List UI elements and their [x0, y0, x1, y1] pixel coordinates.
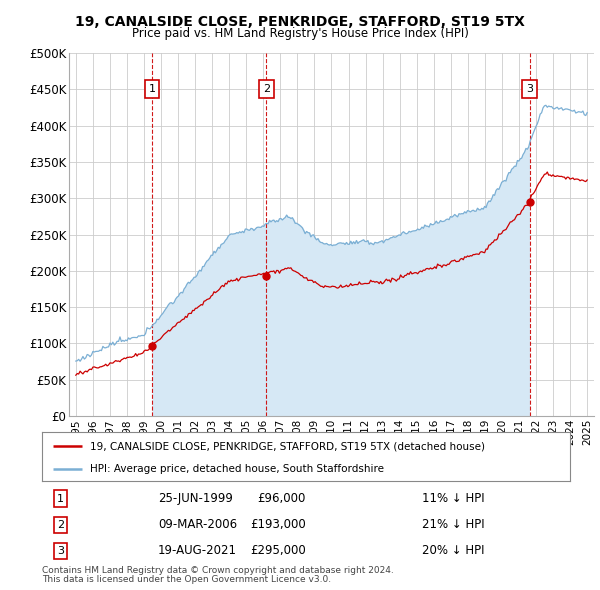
Text: 2: 2 — [263, 84, 270, 94]
Text: 3: 3 — [57, 546, 64, 556]
Text: 20% ↓ HPI: 20% ↓ HPI — [422, 545, 485, 558]
Text: Price paid vs. HM Land Registry's House Price Index (HPI): Price paid vs. HM Land Registry's House … — [131, 27, 469, 40]
Text: 19, CANALSIDE CLOSE, PENKRIDGE, STAFFORD, ST19 5TX (detached house): 19, CANALSIDE CLOSE, PENKRIDGE, STAFFORD… — [89, 441, 485, 451]
Text: 11% ↓ HPI: 11% ↓ HPI — [422, 492, 485, 505]
Text: 25-JUN-1999: 25-JUN-1999 — [158, 492, 233, 505]
Text: 19-AUG-2021: 19-AUG-2021 — [158, 545, 237, 558]
Text: 21% ↓ HPI: 21% ↓ HPI — [422, 519, 485, 532]
Text: Contains HM Land Registry data © Crown copyright and database right 2024.: Contains HM Land Registry data © Crown c… — [42, 566, 394, 575]
Text: £193,000: £193,000 — [250, 519, 306, 532]
Text: 19, CANALSIDE CLOSE, PENKRIDGE, STAFFORD, ST19 5TX: 19, CANALSIDE CLOSE, PENKRIDGE, STAFFORD… — [75, 15, 525, 30]
Text: 09-MAR-2006: 09-MAR-2006 — [158, 519, 237, 532]
Text: 1: 1 — [149, 84, 155, 94]
Text: £96,000: £96,000 — [257, 492, 306, 505]
Text: This data is licensed under the Open Government Licence v3.0.: This data is licensed under the Open Gov… — [42, 575, 331, 584]
Text: HPI: Average price, detached house, South Staffordshire: HPI: Average price, detached house, Sout… — [89, 464, 383, 474]
Text: £295,000: £295,000 — [250, 545, 306, 558]
Text: 3: 3 — [526, 84, 533, 94]
Text: 1: 1 — [57, 494, 64, 504]
Text: 2: 2 — [57, 520, 64, 530]
